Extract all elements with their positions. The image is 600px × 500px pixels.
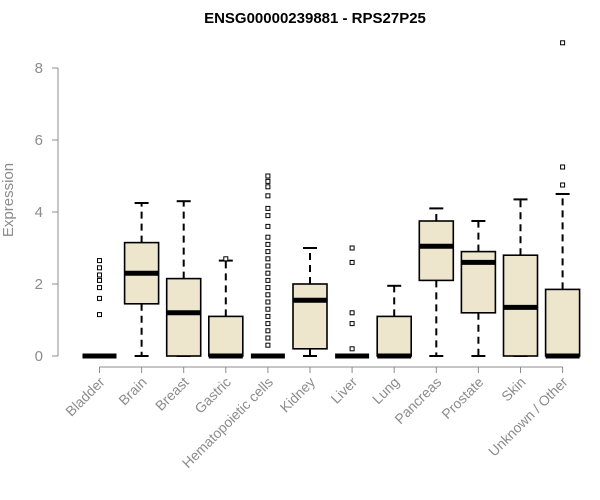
outlier-point (560, 164, 566, 170)
box-group (418, 207, 455, 357)
iqr-box (376, 315, 413, 357)
outlier-point (97, 285, 102, 291)
iqr-box (165, 277, 202, 357)
box-group (460, 220, 497, 357)
x-tick-label: Brain (115, 374, 149, 408)
x-tick-label: Unknown / Other (485, 374, 571, 460)
outlier-point (265, 277, 271, 283)
outlier-point (265, 328, 271, 334)
box-group (123, 202, 160, 357)
y-tick-label: 2 (35, 276, 43, 293)
outlier-point (265, 249, 271, 255)
outlier-point (265, 241, 271, 247)
y-tick-label: 6 (35, 132, 43, 149)
iqr-box (208, 315, 244, 357)
box-group (335, 245, 370, 359)
box-group (502, 198, 539, 357)
outlier-point (265, 321, 271, 327)
outlier-point (265, 313, 271, 319)
box-group (250, 173, 285, 359)
outlier-point (265, 173, 271, 179)
outlier-point (97, 295, 102, 301)
outlier-point (265, 270, 271, 276)
chart-title: ENSG00000239881 - RPS27P25 (204, 10, 426, 27)
outlier-point (265, 306, 271, 312)
box-group (292, 247, 328, 357)
y-tick-label: 0 (35, 348, 43, 365)
y-tick-label: 8 (35, 60, 43, 77)
x-tick-label: Skin (498, 374, 529, 405)
box-group (165, 200, 202, 357)
outlier-point (265, 184, 271, 190)
outlier-point (265, 213, 271, 219)
outlier-point (265, 299, 271, 305)
outlier-point (97, 265, 102, 271)
box-group (376, 284, 413, 359)
outlier-point (349, 346, 355, 352)
x-tick-label: Kidney (277, 374, 319, 416)
iqr-box (544, 288, 581, 357)
outlier-point (97, 272, 102, 278)
outlier-point (349, 321, 355, 327)
x-tick-label: Lung (369, 374, 402, 407)
outlier-point (97, 277, 102, 283)
iqr-box (418, 220, 455, 282)
boxes (82, 40, 581, 359)
y-axis-label: Expression (0, 163, 17, 237)
outlier-point (265, 263, 271, 269)
y-axis: 0 2 4 6 8 (35, 60, 59, 365)
outlier-point (97, 258, 102, 264)
box-group (208, 256, 244, 359)
x-tick-label: Bladder (62, 374, 108, 420)
iqr-box (292, 283, 328, 350)
outlier-point (265, 285, 271, 291)
outlier-point (349, 310, 355, 316)
outlier-point (265, 178, 271, 184)
box-group (544, 40, 581, 359)
outlier-point (97, 312, 102, 318)
box-group (82, 258, 117, 359)
outlier-point (265, 223, 271, 229)
outlier-point (265, 193, 271, 199)
outlier-point (265, 205, 271, 211)
outlier-point (223, 256, 229, 262)
outlier-point (265, 256, 271, 262)
x-tick-label: Pancreas (391, 374, 444, 427)
x-tick-label: Prostate (438, 374, 486, 422)
outlier-point (265, 292, 271, 298)
x-tick-label: Breast (152, 374, 192, 414)
outlier-point (560, 182, 566, 188)
outlier-point (265, 335, 271, 341)
y-tick-label: 4 (35, 204, 43, 221)
outlier-point (265, 234, 271, 240)
x-tick-label: Liver (327, 374, 360, 407)
outlier-point (560, 40, 566, 46)
outlier-point (265, 342, 271, 348)
outlier-point (349, 245, 355, 251)
outlier-point (349, 259, 355, 265)
